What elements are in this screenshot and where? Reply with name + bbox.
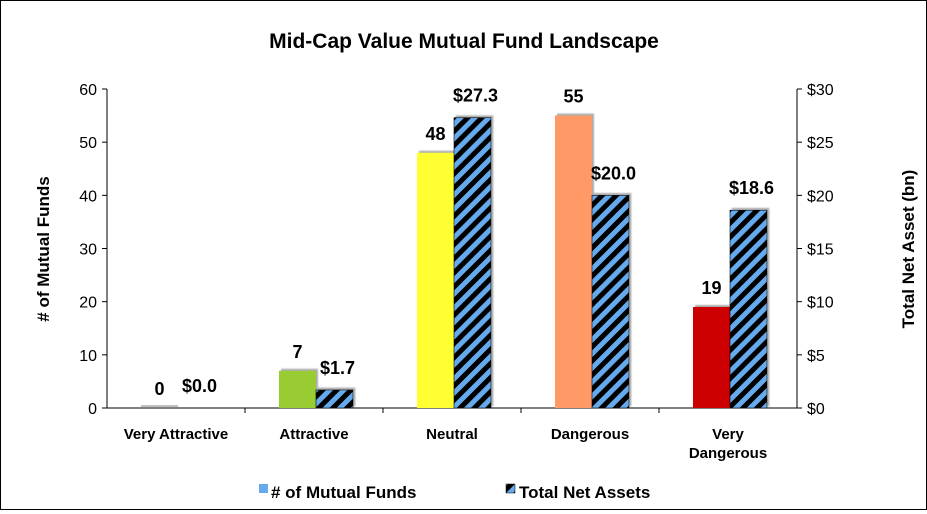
bar-funds [555, 116, 592, 408]
legend-swatch-funds [259, 484, 268, 493]
legend: # of Mutual Funds Total Net Assets [259, 483, 650, 502]
right-tick-label: $5 [807, 348, 825, 365]
chart-title: Mid-Cap Value Mutual Fund Landscape [269, 30, 659, 53]
category-label: Dangerous [689, 445, 767, 462]
left-tick-label: 40 [79, 188, 97, 205]
data-label-assets: $0.0 [182, 376, 217, 396]
left-axis-label: # of Mutual Funds [34, 176, 53, 321]
right-tick-label: $20 [807, 188, 834, 205]
right-axis-ticks: $0 $5 $10 $15 $20 $25 $30 [797, 82, 834, 418]
data-label-funds: 7 [292, 342, 302, 362]
data-label-assets: $1.7 [320, 358, 355, 378]
legend-label-assets: Total Net Assets [519, 483, 650, 502]
right-tick-label: $15 [807, 242, 834, 259]
data-label-assets: $27.3 [453, 86, 498, 106]
bar-assets [730, 210, 767, 408]
left-tick-label: 10 [79, 348, 97, 365]
right-tick-label: $10 [807, 295, 834, 312]
left-tick-label: 20 [79, 295, 97, 312]
data-label-assets: $20.0 [591, 163, 636, 183]
data-label-funds: 0 [154, 379, 164, 399]
data-label-funds: 19 [701, 278, 721, 298]
bar-funds [693, 307, 730, 408]
legend-label-funds: # of Mutual Funds [271, 483, 416, 502]
category-label: Very Attractive [124, 426, 229, 443]
category-labels-group: Very Attractive Attractive Neutral Dangerou… [124, 408, 767, 462]
right-tick-label: $30 [807, 82, 834, 99]
category-label: Neutral [426, 426, 478, 443]
bar-funds [417, 153, 454, 408]
category-label: Dangerous [551, 426, 629, 443]
left-axis-ticks: 0 10 20 30 40 50 60 [79, 82, 107, 418]
right-tick-label: $25 [807, 135, 834, 152]
bar-assets [592, 195, 629, 408]
data-label-assets: $18.6 [729, 178, 774, 198]
left-tick-label: 30 [79, 242, 97, 259]
data-label-funds: 55 [563, 87, 583, 107]
right-axis-label: Total Net Asset (bn) [899, 170, 918, 329]
left-tick-label: 0 [88, 401, 97, 418]
bar-assets [316, 390, 353, 408]
left-tick-label: 50 [79, 135, 97, 152]
category-label: Attractive [279, 426, 348, 443]
bars-group [141, 116, 767, 408]
legend-swatch-assets [506, 484, 515, 493]
data-label-funds: 48 [425, 124, 445, 144]
bar-funds [279, 371, 316, 408]
left-tick-label: 60 [79, 82, 97, 99]
right-tick-label: $0 [807, 401, 825, 418]
category-label: Very [712, 426, 744, 443]
bar-assets [454, 118, 491, 408]
